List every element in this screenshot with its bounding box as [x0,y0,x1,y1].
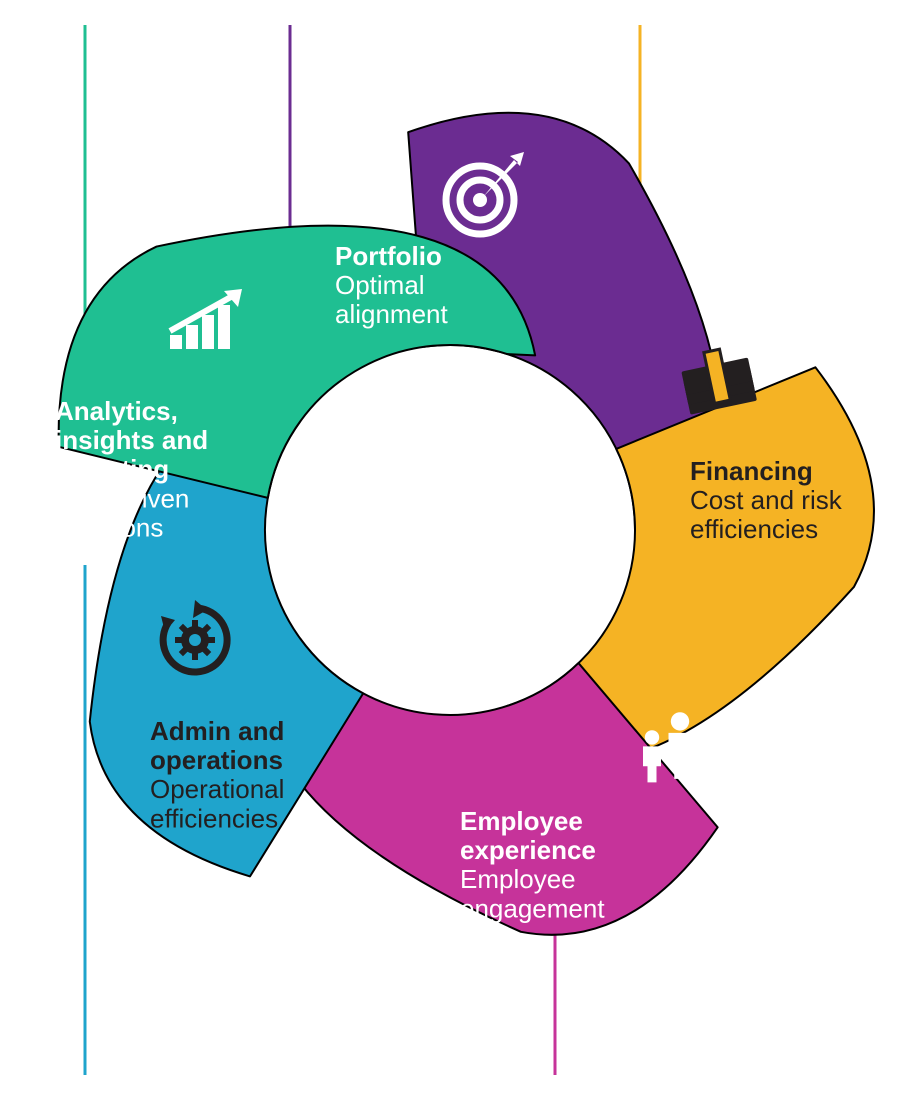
segment-subtitle: efficiencies [690,514,818,544]
pentagon-cycle-diagram: PortfolioOptimalalignment FinancingCost a… [0,0,900,1100]
segment-title: Analytics, [55,396,178,426]
segment-subtitle: Operational [150,774,284,804]
segment-subtitle: decisions [55,512,163,542]
segment-subtitle: alignment [335,299,449,329]
segment-title: Financing [690,456,813,486]
segment-title: operations [150,745,283,775]
segment-subtitle: engagement [460,893,605,923]
segment-subtitle: Employee [460,864,576,894]
segment-subtitle: efficiencies [150,803,278,833]
segment-title: Admin and [150,716,284,746]
label-admin: Admin andoperationsOperationalefficienci… [150,716,284,833]
segment-title: experience [460,835,596,865]
segment-title: insights and [55,425,208,455]
segment-subtitle: Cost and risk [690,485,843,515]
segment-title: reporting [55,454,169,484]
segment-subtitle: Data-driven [55,483,189,513]
segment-subtitle: Optimal [335,270,425,300]
segment-title: Portfolio [335,241,442,271]
segment-title: Employee [460,806,583,836]
